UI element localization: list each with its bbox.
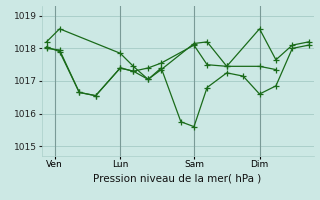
X-axis label: Pression niveau de la mer( hPa ): Pression niveau de la mer( hPa ) (93, 173, 262, 183)
